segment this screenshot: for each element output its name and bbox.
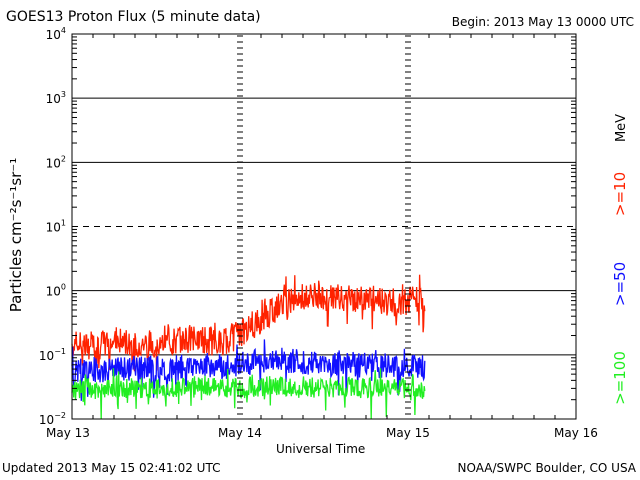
legend-entry-ge10: >=10 [611,172,629,216]
chart-title: GOES13 Proton Flux (5 minute data) [6,9,261,25]
x-axis-label: Universal Time [276,442,366,456]
tick-layer: 10−2 10−1 100 101 102 103 104 May 13 May 14 May 1… [39,26,598,440]
x-tick-label: May 16 [554,426,598,440]
y-tick-label-1e0: 100 [46,283,66,299]
series-line-ge50 [71,339,426,401]
y-tick-label-1e-1: 10−1 [39,347,66,363]
grid-layer [72,97,576,356]
series-layer [71,274,426,420]
legend-layer: >=10 >=50 >=100 MeV [611,114,629,405]
y-tick-label-1e2: 102 [46,154,66,170]
y-tick-label-1e3: 103 [46,90,66,106]
x-tick-label: May 14 [218,426,262,440]
begin-time-label: Begin: 2013 May 13 0000 UTC [451,15,634,29]
x-tick-label: May 13 [46,426,90,440]
y-tick-label-1e4: 104 [46,26,66,42]
y-tick-label-1e1: 101 [46,219,66,235]
series-line-ge100 [71,368,426,420]
legend-entry-ge100: >=100 [611,351,629,405]
updated-timestamp: Updated 2013 May 15 02:41:02 UTC [2,461,221,475]
legend-unit-label: MeV [614,114,629,142]
legend-entry-ge50: >=50 [611,262,629,306]
y-axis-label: Particles cm⁻²s⁻¹sr⁻¹ [7,158,25,312]
credit-label: NOAA/SWPC Boulder, CO USA [457,461,636,475]
x-tick-label: May 15 [386,426,430,440]
y-tick-label-1e-2: 10−2 [39,411,66,427]
series-line-ge10 [71,274,426,372]
